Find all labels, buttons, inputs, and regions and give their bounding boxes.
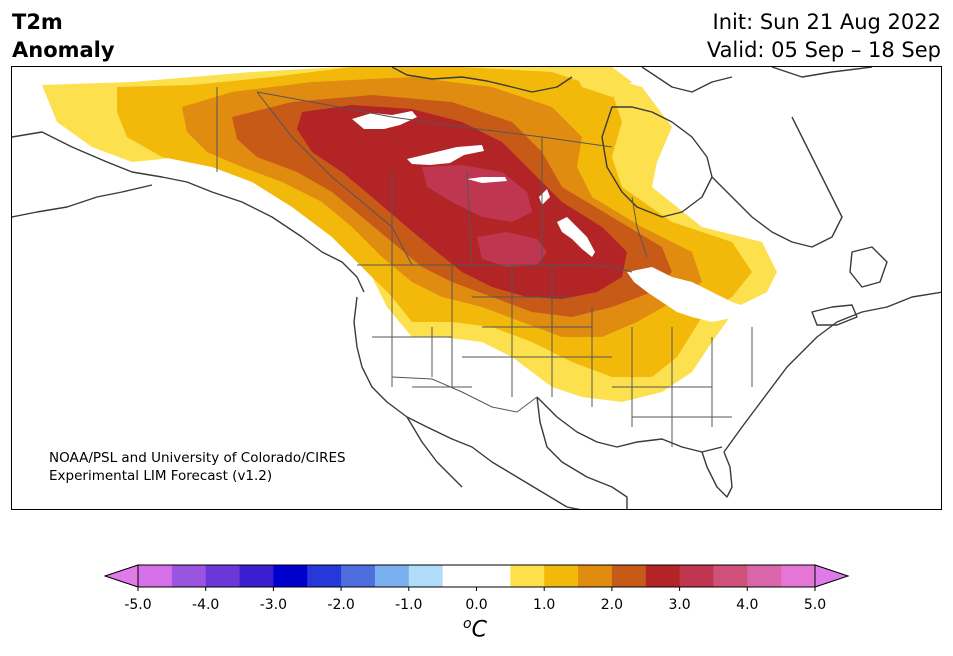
alaska-south <box>12 184 153 218</box>
colorbar-cell <box>408 565 444 587</box>
colorbar-cell <box>781 565 816 587</box>
colorbar-cell <box>645 565 681 587</box>
credit-line-2: Experimental LIM Forecast (v1.2) <box>49 468 273 484</box>
florida <box>701 451 733 498</box>
colorbar-tick-label: -3.0 <box>259 597 288 613</box>
colorbar-cell <box>205 565 241 587</box>
colorbar <box>103 564 850 591</box>
colorbar-cell <box>611 565 647 587</box>
gulf-coast <box>536 396 723 453</box>
colorbar-tick-label: -1.0 <box>395 597 423 613</box>
mexico-coast <box>471 446 581 509</box>
province-line-3 <box>466 171 473 266</box>
colorbar-underflow-arrow <box>103 564 139 588</box>
colorbar-tick-label: -2.0 <box>327 597 355 613</box>
colorbar-tick-label: 0.0 <box>465 597 488 613</box>
map-title: T2m Anomaly <box>12 8 115 64</box>
colorbar-ticks <box>137 587 816 591</box>
west-coast <box>353 296 473 448</box>
lake-athabasca <box>467 177 507 183</box>
colorbar-overflow-arrow <box>814 564 850 588</box>
unit-degree: o <box>463 616 472 632</box>
title-line-1: T2m <box>12 10 63 34</box>
coastlines <box>12 67 941 509</box>
colorbar-cell <box>544 565 579 587</box>
title-line-2: Anomaly <box>12 38 115 62</box>
baja <box>406 416 463 488</box>
credit-line-1: NOAA/PSL and University of Colorado/CIRE… <box>49 450 346 466</box>
colorbar-cell <box>476 565 511 587</box>
us-mexico-border <box>391 376 538 413</box>
colorbar-cell <box>138 565 173 587</box>
credit-text: NOAA/PSL and University of Colorado/CIRE… <box>49 449 346 485</box>
colorbar-tick-label: 4.0 <box>736 597 759 613</box>
colorbar-tick-label: 1.0 <box>533 597 556 613</box>
province-line-1 <box>256 91 413 266</box>
colorbar-cell <box>239 565 274 587</box>
map-panel <box>11 66 942 510</box>
unit-letter: C <box>471 617 487 643</box>
anomaly-map <box>12 67 941 509</box>
east-coast <box>723 291 941 453</box>
labrador-coast <box>711 116 843 248</box>
colorbar-cell <box>273 565 308 587</box>
great-lakes <box>627 267 747 322</box>
contour-arctic <box>572 67 632 97</box>
colorbar-cell <box>341 565 376 587</box>
nunavut-line <box>256 91 613 148</box>
colorbar-tick-label: -5.0 <box>124 597 152 613</box>
great-slave-lake <box>407 145 484 165</box>
colorbar-cell <box>307 565 342 587</box>
colorbar-tick-label: 5.0 <box>803 597 827 613</box>
colorbar-cells <box>138 565 816 587</box>
colorbar-cell <box>171 565 207 587</box>
colorbar-tick-label: -4.0 <box>192 597 220 613</box>
lakes <box>352 111 747 322</box>
arctic-islands <box>391 67 573 93</box>
colorbar-cell <box>442 565 477 587</box>
colorbar-cell <box>679 565 714 587</box>
valid-date: Valid: 05 Sep – 18 Sep <box>706 38 941 62</box>
colorbar-cell <box>713 565 748 587</box>
hudson-bay <box>601 106 713 218</box>
colorbar-unit: oC <box>463 616 487 642</box>
arctic-islands-east <box>641 67 733 93</box>
colorbar-cell <box>510 565 545 587</box>
colorbar-cell <box>374 565 410 587</box>
ontario-quebec <box>631 196 648 258</box>
newfoundland <box>849 246 888 288</box>
colorbar-cell <box>578 565 613 587</box>
init-date: Init: Sun 21 Aug 2022 <box>712 10 941 34</box>
contour-3p0-b <box>477 232 547 267</box>
greenland-edge <box>771 67 873 78</box>
alaska-coast <box>12 131 365 293</box>
date-info: Init: Sun 21 Aug 2022 Valid: 05 Sep – 18… <box>707 8 941 64</box>
nova-scotia <box>811 304 858 326</box>
lake-winnipeg <box>557 217 595 257</box>
colorbar-tick-label: 3.0 <box>668 597 691 613</box>
colorbar-tick-label: 2.0 <box>600 597 624 613</box>
gulf-mexico-west <box>536 396 628 509</box>
borders <box>216 87 753 447</box>
colorbar-cell <box>747 565 782 587</box>
great-bear-lake <box>352 111 417 129</box>
